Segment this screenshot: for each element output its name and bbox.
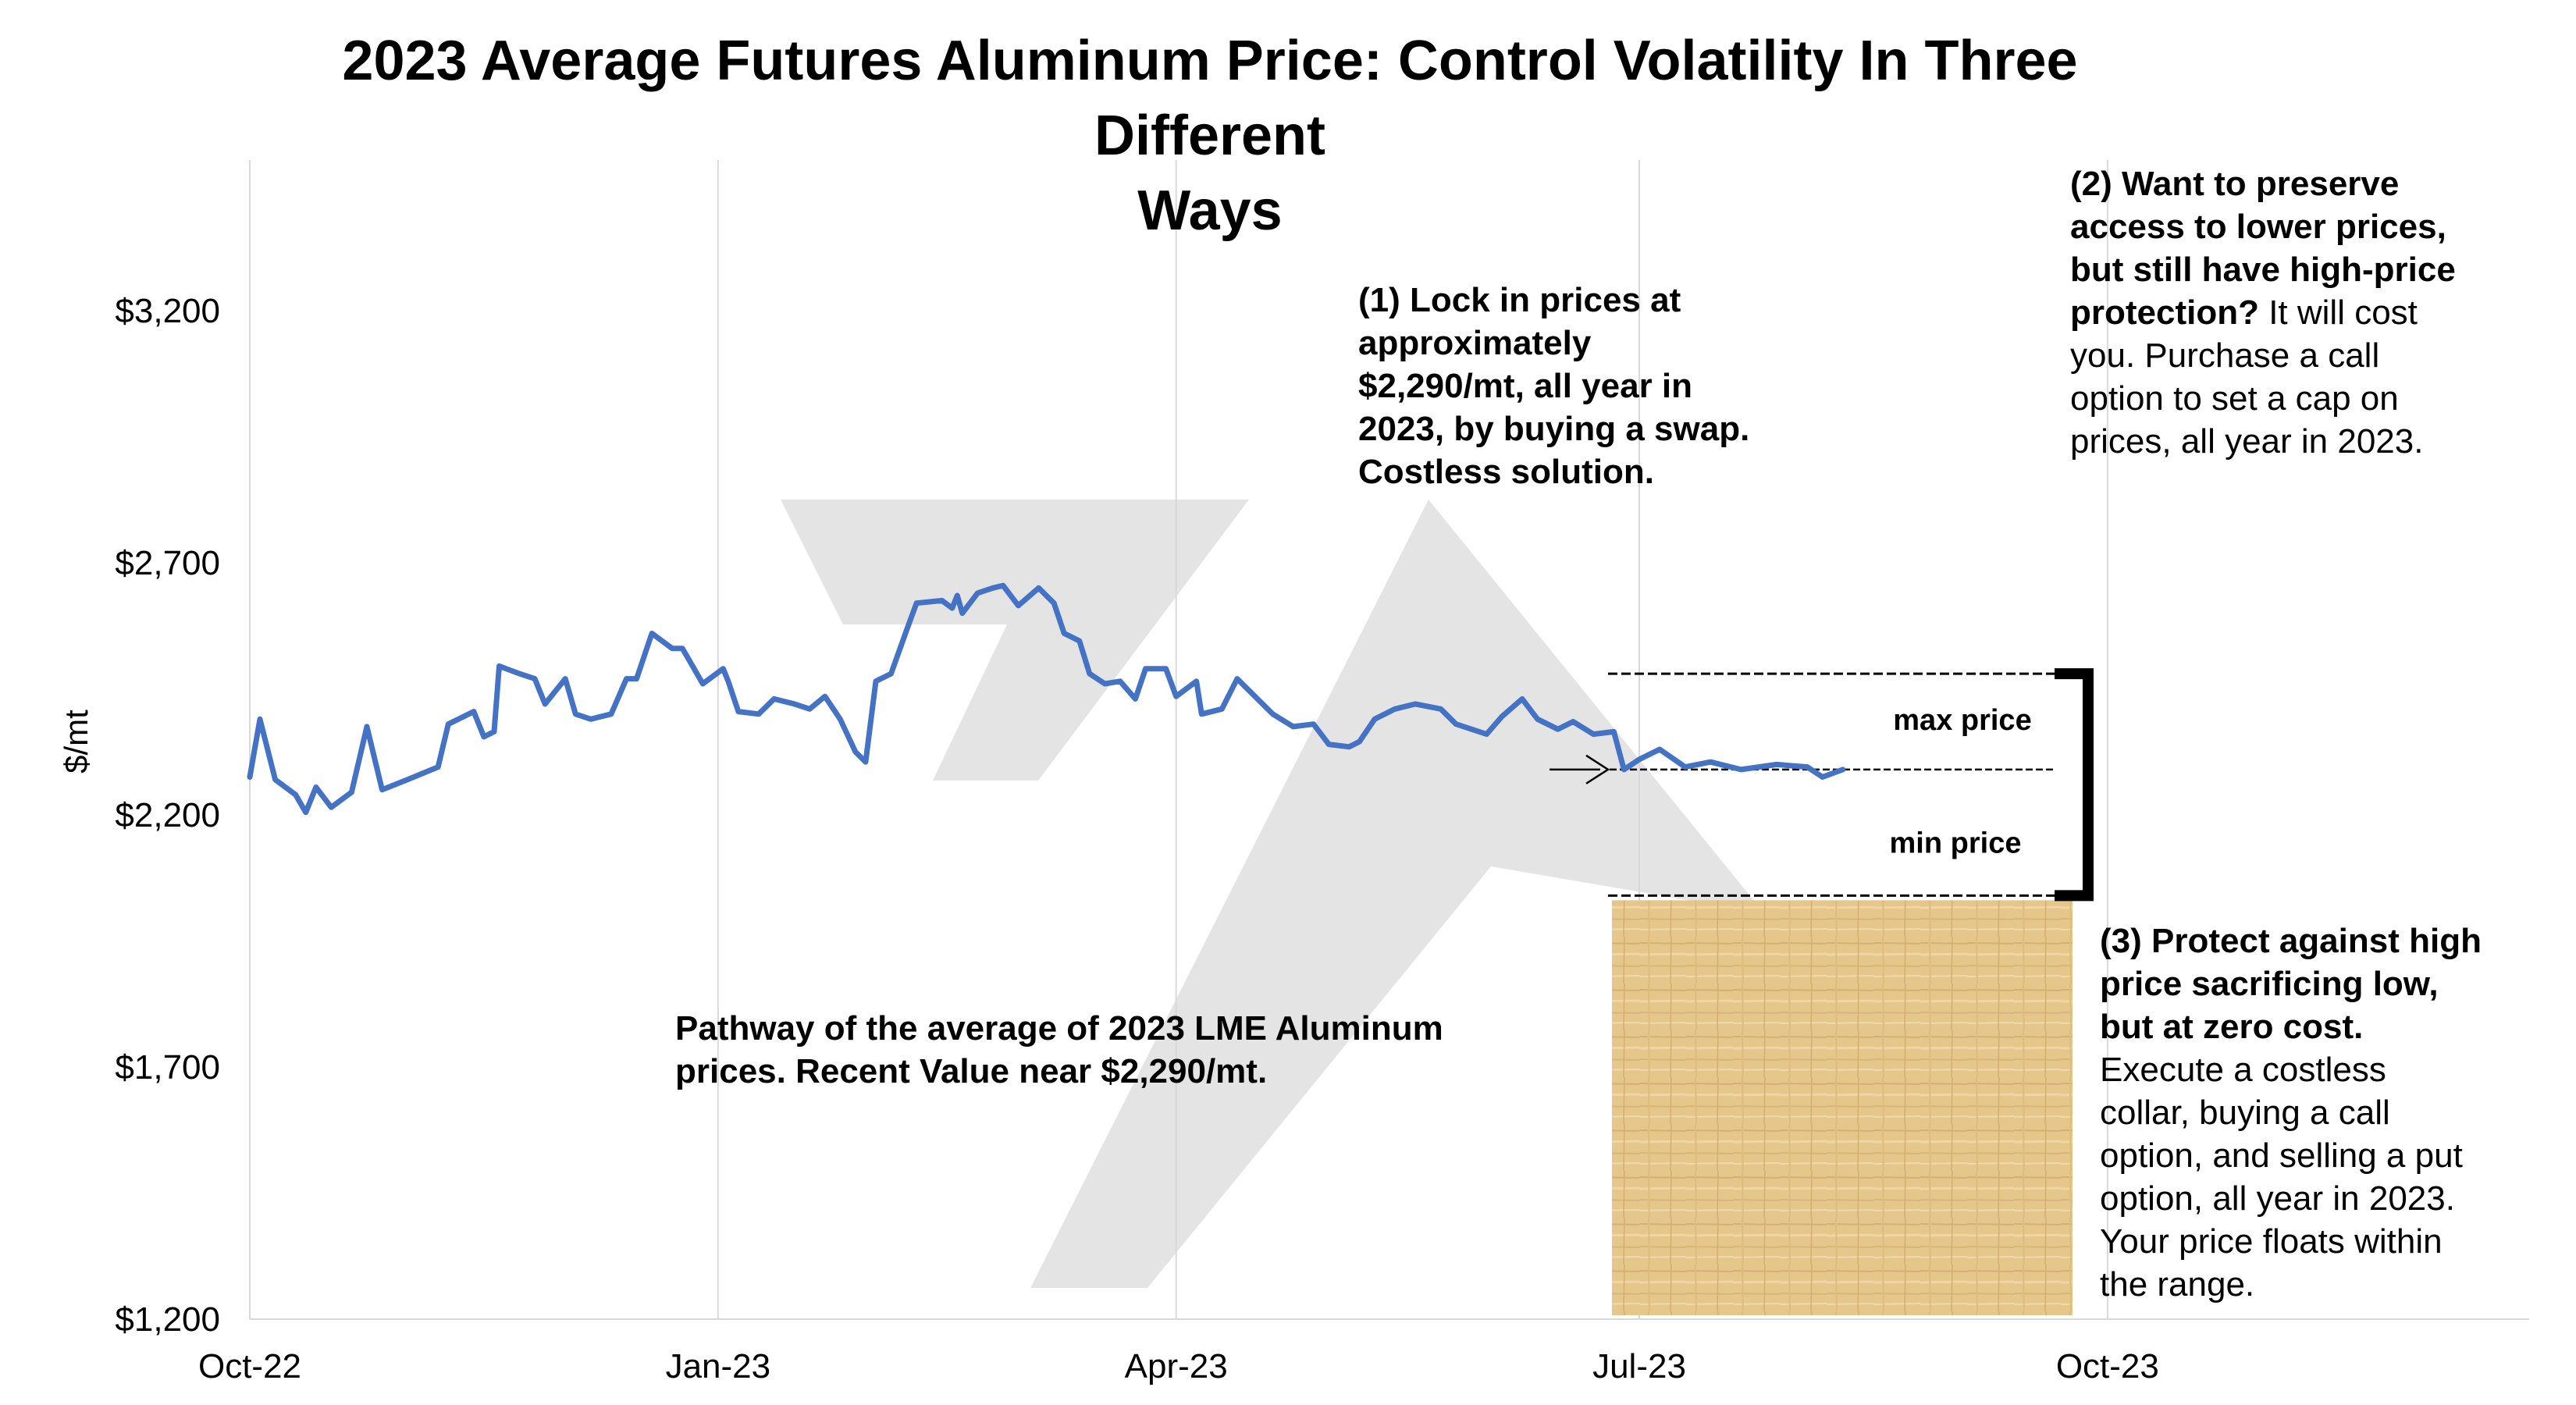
y-tick-label: $2,200: [115, 796, 220, 834]
vertical-gridlines: [717, 160, 2108, 1319]
arrow-right-icon: [1585, 754, 1610, 784]
y-tick-label: $2,700: [115, 544, 220, 582]
option2-line-2: access to lower prices,: [2070, 208, 2446, 246]
option2-line-4: protection? It will cost: [2070, 291, 2456, 334]
chart-title-line-2: Ways: [1137, 180, 1283, 242]
watermark-right-stroke: [1030, 500, 1764, 1288]
pathway-line-1: Pathway of the average of 2023 LME Alumi…: [675, 1009, 1443, 1048]
option3-line-4: Execute a costless: [2100, 1051, 2386, 1089]
option2-line-5: you. Purchase a call: [2070, 336, 2380, 375]
chart-title-line-1: 2023 Average Futures Aluminum Price: Con…: [342, 30, 2078, 167]
option1-annotation: (1) Lock in prices at approximately $2,2…: [1358, 279, 1749, 493]
option1-line-1: (1) Lock in prices at: [1358, 281, 1681, 319]
option3-annotation: (3) Protect against high price sacrifici…: [2100, 919, 2482, 1306]
x-tick-label: Jul-23: [1592, 1347, 1686, 1385]
chart-title: 2023 Average Futures Aluminum Price: Con…: [273, 23, 2147, 248]
watermark-logo: [781, 500, 1764, 1288]
y-axis-label: $/mt: [58, 710, 94, 774]
pathway-line-2: prices. Recent Value near $2,290/mt.: [675, 1052, 1268, 1090]
option3-line-9: the range.: [2100, 1265, 2255, 1304]
option2-line-4-bold: protection?: [2070, 293, 2259, 332]
option2-annotation: (2) Want to preserve access to lower pri…: [2070, 162, 2456, 463]
y-tick-label: $1,700: [115, 1048, 220, 1087]
option3-line-3: but at zero cost.: [2100, 1008, 2364, 1046]
option3-line-8: Your price floats within: [2100, 1222, 2443, 1261]
option1-line-3: $2,290/mt, all year in: [1358, 367, 1693, 405]
y-tick-labels: $1,200 $1,700 $2,200 $2,700 $3,200: [115, 292, 220, 1339]
price-series-line: [247, 582, 1846, 816]
option2-line-4-rest: It will cost: [2258, 293, 2418, 332]
y-tick-label: $3,200: [115, 292, 220, 330]
option1-line-2: approximately: [1358, 324, 1592, 362]
option2-line-1: (2) Want to preserve: [2070, 165, 2400, 203]
x-tick-label: Oct-22: [198, 1347, 301, 1385]
option2-line-7: prices, all year in 2023.: [2070, 422, 2424, 461]
option3-line-5: collar, buying a call: [2100, 1094, 2390, 1132]
option3-line-2: price sacrificing low,: [2100, 965, 2439, 1003]
collar-range: max price min price: [1608, 668, 2094, 1315]
x-tick-labels: Oct-22 Jan-23 Apr-23 Jul-23 Oct-23: [198, 1347, 2159, 1385]
option1-line-5: Costless solution.: [1358, 453, 1654, 491]
option3-line-1: (3) Protect against high: [2100, 922, 2482, 960]
x-tick-label: Jan-23: [666, 1347, 771, 1385]
swap-price-marker: [1550, 754, 2053, 784]
max-price-label: max price: [1893, 704, 2031, 737]
option1-line-4: 2023, by buying a swap.: [1358, 410, 1750, 448]
pathway-annotation: Pathway of the average of 2023 LME Alumi…: [675, 1007, 1443, 1093]
range-bracket: [2055, 668, 2094, 902]
papyrus-texture-box: [1612, 900, 2073, 1315]
y-tick-label: $1,200: [115, 1300, 220, 1339]
axes: [249, 160, 2529, 1320]
min-price-label: min price: [1890, 827, 2022, 859]
option3-line-6: option, and selling a put: [2100, 1136, 2463, 1175]
option3-line-7: option, all year in 2023.: [2100, 1179, 2455, 1218]
option2-line-6: option to set a cap on: [2070, 379, 2399, 418]
x-tick-label: Oct-23: [2056, 1347, 2159, 1385]
x-tick-label: Apr-23: [1125, 1347, 1228, 1385]
option2-line-3: but still have high-price: [2070, 251, 2456, 289]
watermark-left-stroke: [781, 500, 1249, 781]
